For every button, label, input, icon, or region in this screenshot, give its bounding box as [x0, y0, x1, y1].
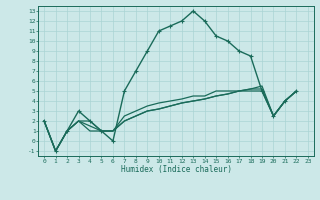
X-axis label: Humidex (Indice chaleur): Humidex (Indice chaleur)	[121, 165, 231, 174]
